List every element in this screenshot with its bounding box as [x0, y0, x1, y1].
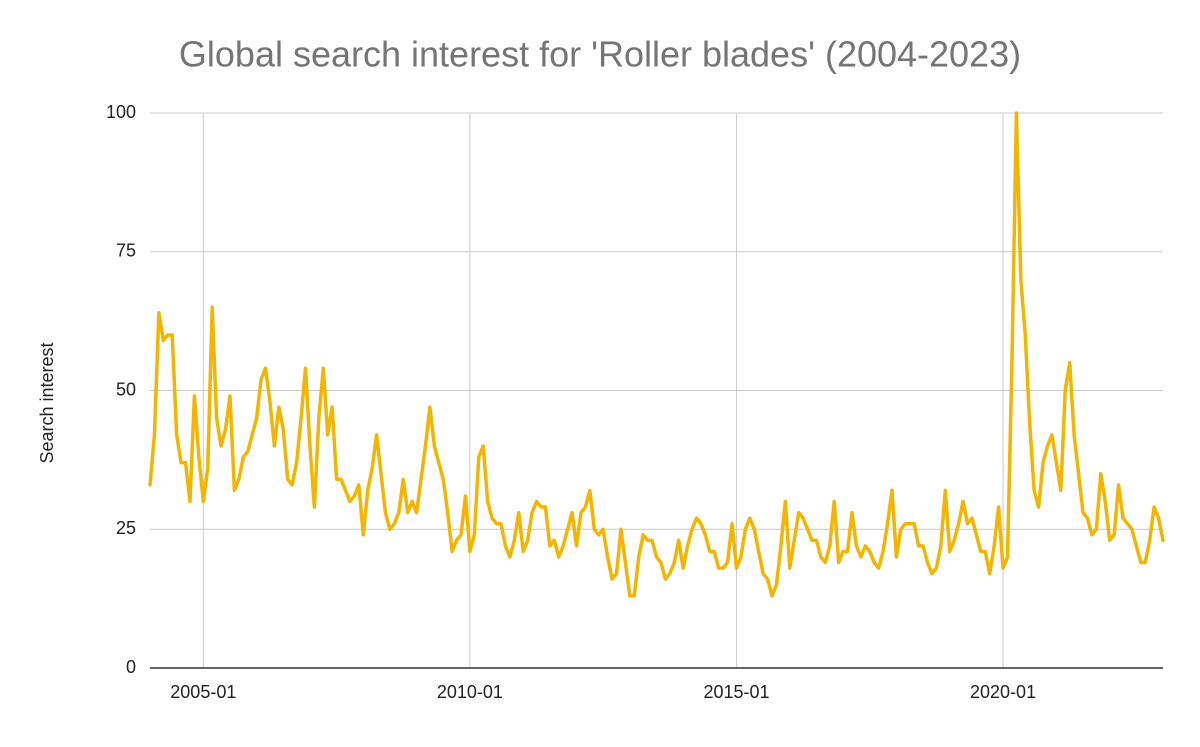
y-tick-label: 100 — [106, 102, 136, 122]
y-tick-label: 75 — [116, 241, 136, 261]
x-tick-label: 2005-01 — [170, 682, 236, 702]
y-tick-label: 25 — [116, 518, 136, 538]
data-line — [148, 111, 1165, 598]
y-tick-label: 0 — [126, 657, 136, 677]
y-tick-label: 50 — [116, 379, 136, 399]
x-tick-label: 2015-01 — [703, 682, 769, 702]
x-tick-label: 2010-01 — [437, 682, 503, 702]
x-tick-label: 2020-01 — [970, 682, 1036, 702]
chart-title: Global search interest for 'Roller blade… — [179, 34, 1021, 75]
y-axis-label: Search interest — [37, 342, 57, 463]
